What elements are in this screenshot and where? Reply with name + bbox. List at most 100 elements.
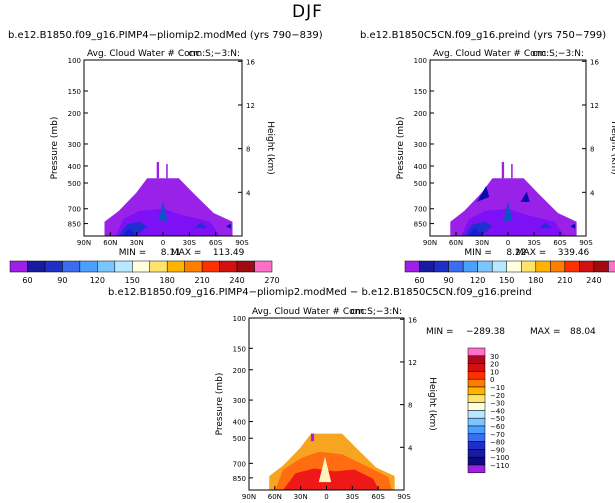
colorbar-label: −10 [490,384,505,392]
colorbar-label: −80 [490,439,505,447]
contour-level-edge [570,223,576,229]
colorbar-label: 90 [444,276,454,284]
y2-tick-label: 16 [590,58,599,66]
colorbar-swatch [448,260,464,273]
contour-fill [104,162,233,236]
x-tick-label: 90S [397,493,411,499]
colorbar-label: 60 [414,276,424,284]
y-tick-label: 850 [68,221,81,229]
x-tick-label: 90S [235,239,249,247]
subtitle-right: cm:S;−3:N: [188,49,240,59]
colorbar-swatch [114,260,133,273]
x-tick-label: 60N [103,239,117,247]
stat-min-label: MIN = [464,248,492,258]
x-tick-label: 30N [475,239,489,247]
colorbar-swatch [467,456,486,466]
colorbar-swatch [236,260,255,273]
colorbar-swatch [467,394,486,403]
contour-level-dark-right [194,222,208,228]
colorbar-swatch [184,260,203,273]
colorbar-swatch [467,378,486,388]
stat-min-value: 8.22 [506,248,526,258]
y-tick-label: 700 [414,206,427,214]
y-tick-label: 500 [414,180,427,188]
y-tick-label: 100 [233,315,246,323]
subtitle-right: cm:S;−3:N: [350,307,402,317]
colorbar-label: 120 [90,276,105,284]
colorbar-label: 120 [470,276,485,284]
contour-fill [450,162,577,236]
colorbar-swatch [9,260,28,273]
colorbar-swatch [521,260,537,273]
colorbar-swatch [254,260,273,273]
plot-panel-bottom: Avg. Cloud Water # Conc cm:S;−3:N: 90N 60N 3… [200,300,615,501]
x-tick-label: 90S [579,239,593,247]
y-tick-label: 150 [414,88,427,96]
y2-axis-label: Height (km) [609,121,615,175]
y-tick-label: 200 [414,110,427,118]
colorbar-label: −40 [490,407,505,415]
x-tick-label: 30N [294,493,308,499]
colorbar-swatch [550,260,566,273]
colorbar-swatch [44,260,63,273]
y-tick-label: 850 [233,475,246,483]
subtitle-right: cm:S;−3:N: [532,49,584,59]
contour-spike [311,433,315,442]
colorbar-swatch [404,260,420,273]
y-tick-label: 400 [233,419,246,427]
y-tick-label: 700 [233,460,246,468]
colorbar-label: −30 [490,400,505,408]
panel-title-left: b.e12.B1850.f09_g16.PIMP4−pliomip2.modMe… [8,30,323,41]
contour-level-dark-right [539,222,552,228]
colorbar-swatch [467,417,486,427]
colorbar-swatch [79,260,98,273]
colorbar-swatch [219,260,238,273]
colorbar-swatch [467,386,486,396]
y2-tick-label: 8 [408,402,412,410]
y2-tick-label: 12 [408,359,417,367]
colorbar-swatch [166,260,185,273]
colorbar-swatch [467,402,486,411]
colorbar-label: 90 [57,276,67,284]
colorbar-swatch [462,260,478,273]
y2-axis-label: Height (km) [427,377,437,431]
contour-level-core-left [467,227,482,236]
colorbar-swatch [579,260,595,273]
colorbar-label: 270 [264,276,279,284]
contour-level-edge [226,223,231,229]
contour-spike-1 [501,162,505,179]
stat-min-value: 8.11 [161,248,181,258]
colorbar-swatch [97,260,116,273]
stat-max-label: MAX = [171,248,202,258]
colorbar-label: 60 [22,276,32,284]
subtitle-left: Avg. Cloud Water # Conc [433,49,546,59]
colorbar-label: 180 [528,276,543,284]
page-title: DJF [292,2,323,22]
colorbar-swatch [608,260,615,273]
colorbar-label: 240 [229,276,244,284]
x-tick-label: 60S [371,493,385,499]
contour-level-extra-2 [520,191,530,202]
colorbar-label: 240 [586,276,601,284]
colorbar-swatch [467,464,486,474]
colorbar-swatch [467,355,486,364]
stat-max-value: 339.46 [558,248,590,258]
colorbar-label: −60 [490,423,505,431]
contour-level-core-left [121,227,137,236]
y-tick-label: 300 [414,141,427,149]
stat-max-label: MAX = [516,248,547,258]
y-tick-label: 850 [414,221,427,229]
contour-spike-1 [156,162,160,179]
colorbar-swatch [535,260,551,273]
colorbar-swatch [467,449,486,458]
subtitle-left: Avg. Cloud Water # Conc [87,49,200,59]
plot-panel-right: Avg. Cloud Water # Conc cm:S;−3:N: 90N 60N 3… [345,44,615,285]
contour-level-dark-center [158,201,168,221]
y-tick-label: 700 [68,206,81,214]
stat-min-label: MIN = [119,248,147,258]
contour-level-core [283,468,380,490]
y-axis-label: Pressure (mb) [50,117,60,180]
x-tick-label: 60S [553,239,567,247]
